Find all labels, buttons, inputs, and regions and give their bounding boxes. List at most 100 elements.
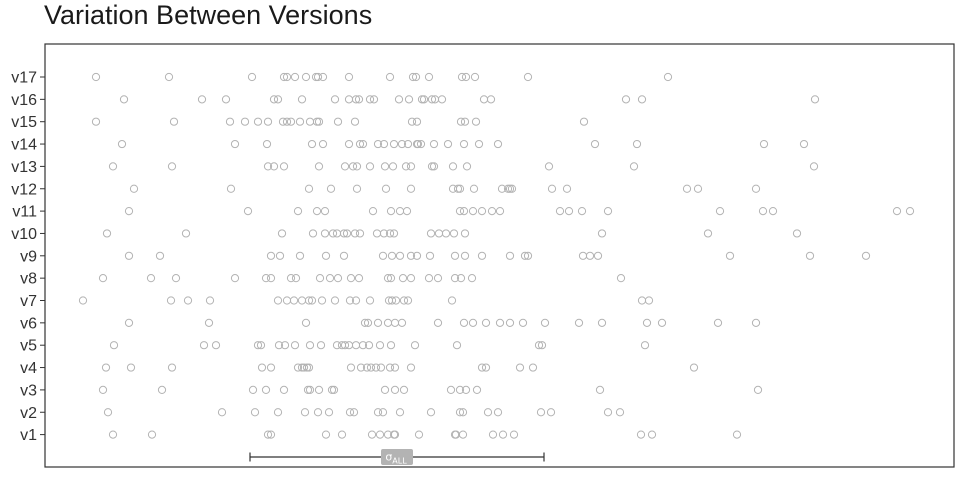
data-point-v4 [366,363,376,372]
data-point-v17 [461,72,471,82]
data-point-v14 [799,139,809,149]
data-point-v16 [221,95,231,104]
data-point-v12 [226,184,236,193]
data-point-v8 [386,274,396,283]
data-point-v14 [389,139,399,149]
data-point-v4 [376,363,386,372]
data-point-v14 [358,139,368,149]
data-point-v11 [459,207,469,216]
data-point-v5 [640,341,650,350]
data-point-v8 [383,274,393,283]
data-point-v16 [427,95,437,104]
data-point-v15 [407,117,417,126]
data-point-v13 [340,162,350,171]
data-point-v9 [387,251,397,260]
data-point-v10 [277,229,287,238]
data-point-v8 [346,274,356,283]
data-point-v5 [305,341,315,350]
data-point-v9 [450,251,460,260]
data-point-v4 [385,363,395,372]
data-point-v8 [354,274,364,283]
data-point-v10 [342,229,352,238]
data-point-v5 [332,341,342,350]
y-tick-label-v17: v17 [11,70,37,87]
data-point-v10 [339,229,349,238]
data-point-v12 [406,184,416,193]
data-point-v16 [810,95,820,104]
data-point-v8 [333,274,343,283]
data-point-v15 [91,117,101,126]
data-point-v15 [286,117,296,126]
data-point-v11 [320,207,330,216]
data-point-v11 [577,207,587,216]
data-point-v15 [579,117,589,126]
data-point-v4 [362,363,372,372]
data-point-v14 [344,139,354,149]
data-point-v2 [273,408,283,417]
data-point-v9 [460,251,470,260]
data-point-v2 [615,408,625,417]
data-point-v9 [593,251,603,260]
data-point-v16 [269,95,279,104]
data-point-v2 [493,408,503,417]
data-point-v7 [399,296,409,305]
data-point-v7 [183,296,193,305]
data-point-v6 [373,318,383,327]
data-point-v15 [460,117,470,126]
data-point-v10 [460,229,470,238]
data-point-v9 [155,251,165,260]
data-point-v6 [459,318,469,327]
data-point-v5 [534,341,544,350]
y-tick-label-v6: v6 [20,315,37,332]
data-point-v14 [117,139,127,149]
data-point-v17 [290,72,300,82]
data-point-v8 [98,274,108,283]
data-point-v6 [657,318,667,327]
y-tick-label-v8: v8 [20,271,37,288]
data-point-v10 [597,229,607,238]
data-point-v11 [564,207,574,216]
data-point-v4 [346,363,356,372]
chart-title: Variation Between Versions [44,0,373,30]
data-point-v4 [406,363,416,372]
data-point-v17 [164,72,174,82]
data-point-v14 [474,139,484,149]
data-point-v7 [304,296,314,305]
data-point-v4 [257,363,267,372]
data-point-v9 [523,251,533,260]
data-point-v1 [647,430,657,439]
data-point-v8 [230,274,240,283]
data-point-v9 [585,251,595,260]
data-point-v16 [419,95,429,104]
data-point-v2 [345,408,355,417]
y-tick-label-v2: v2 [20,405,37,422]
data-point-v5 [537,341,547,350]
data-point-v1 [263,430,273,439]
data-point-v7 [78,296,88,305]
data-point-v3 [472,385,482,394]
data-point-v9 [275,251,285,260]
data-point-v11 [386,207,396,216]
data-point-v16 [354,95,364,104]
data-point-v17 [385,72,395,82]
data-point-v11 [455,207,465,216]
data-point-v7 [166,296,176,305]
data-point-v2 [395,408,405,417]
data-point-v1 [266,430,276,439]
data-point-v16 [330,95,340,104]
data-point-v4 [390,363,400,372]
data-point-v4 [266,363,276,372]
data-point-v5 [211,341,221,350]
data-point-v8 [286,274,296,283]
y-tick-label-v7: v7 [20,293,37,310]
data-point-v15 [169,117,179,126]
data-point-v17 [424,72,434,82]
data-point-v4 [101,363,111,372]
data-point-v12 [751,184,761,193]
data-point-v3 [261,385,271,394]
data-point-v7 [447,296,457,305]
data-point-v2 [378,408,388,417]
data-point-v16 [297,95,307,104]
data-point-v14 [632,139,642,149]
